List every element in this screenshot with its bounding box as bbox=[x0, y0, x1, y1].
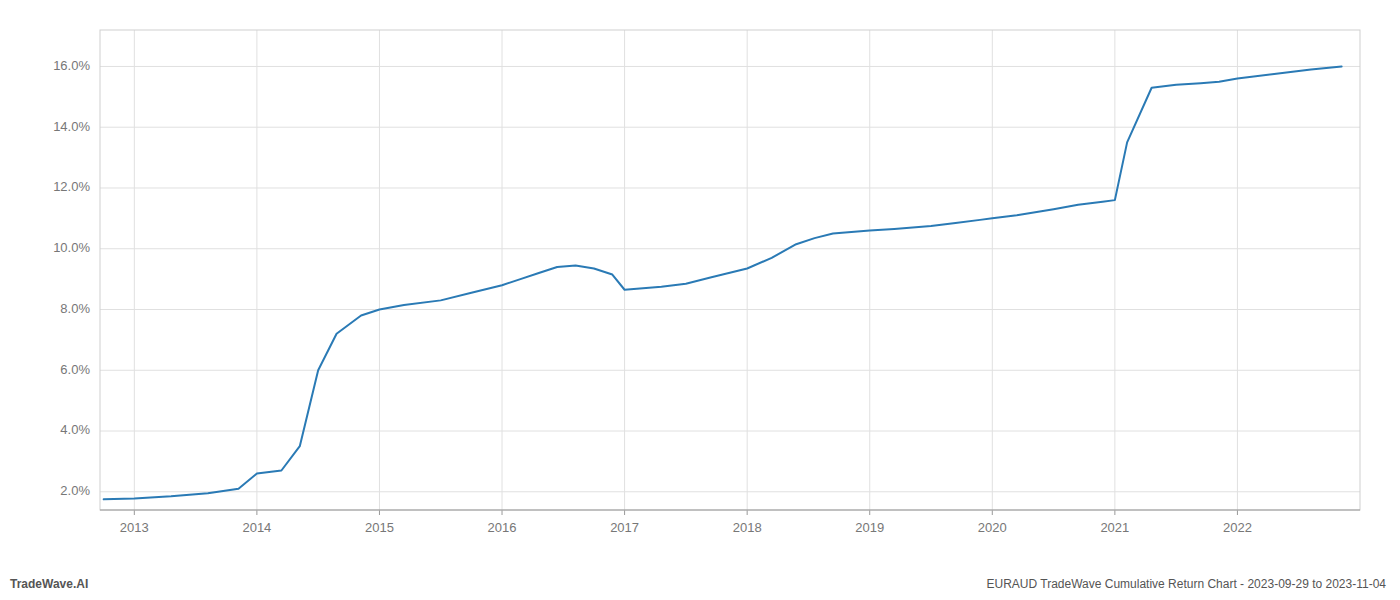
title: EURAUD TradeWave Cumulative Return Chart… bbox=[986, 577, 1386, 591]
x-tick-label: 2016 bbox=[488, 520, 517, 535]
y-tick-label: 10.0% bbox=[53, 240, 90, 255]
x-grid-line bbox=[747, 30, 748, 510]
y-tick-label: 8.0% bbox=[60, 301, 90, 316]
x-tick-mark bbox=[1114, 510, 1115, 515]
x-tick-mark bbox=[134, 510, 135, 515]
x-grid-line bbox=[134, 30, 135, 510]
y-grid-line bbox=[100, 431, 1360, 432]
background bbox=[0, 0, 1400, 600]
y-grid-line bbox=[100, 127, 1360, 128]
y-grid-line bbox=[100, 187, 1360, 188]
plot-frame bbox=[100, 30, 1360, 510]
grid bbox=[100, 30, 1360, 510]
x-tick-mark bbox=[502, 510, 503, 515]
x-tick-label: 2020 bbox=[978, 520, 1007, 535]
line bbox=[104, 66, 1342, 499]
x-tick-mark bbox=[256, 510, 257, 515]
x-tick-mark bbox=[747, 510, 748, 515]
x-axis-line bbox=[100, 510, 1360, 511]
y-tick-label: 6.0% bbox=[60, 362, 90, 377]
x-tick-mark bbox=[379, 510, 380, 515]
y-tick-label: 12.0% bbox=[53, 179, 90, 194]
y-grid-line bbox=[100, 370, 1360, 371]
y-grid-line bbox=[100, 491, 1360, 492]
x-tick-label: 2014 bbox=[242, 520, 271, 535]
axes: 2.0% 4.0% 6.0% 8.0% 10.0% 12.0% 14.0% 16.0% 2013… bbox=[53, 30, 1360, 535]
y-tick-label: 4.0% bbox=[60, 422, 90, 437]
x-grid-line bbox=[624, 30, 625, 510]
y-grid-line bbox=[100, 248, 1360, 249]
x-grid-line bbox=[992, 30, 993, 510]
x-tick-label: 2015 bbox=[365, 520, 394, 535]
plot-area bbox=[104, 66, 1342, 499]
x-tick-label: 2017 bbox=[610, 520, 639, 535]
x-grid-line bbox=[256, 30, 257, 510]
x-tick-mark bbox=[624, 510, 625, 515]
y-tick-label: 16.0% bbox=[53, 58, 90, 73]
y-grid-line bbox=[100, 66, 1360, 67]
footnote: TradeWave.AI bbox=[10, 577, 88, 591]
x-grid-line bbox=[1114, 30, 1115, 510]
x-tick-label: 2022 bbox=[1223, 520, 1252, 535]
x-grid-line bbox=[502, 30, 503, 510]
x-tick-mark bbox=[1237, 510, 1238, 515]
x-tick-mark bbox=[992, 510, 993, 515]
x-tick-mark bbox=[869, 510, 870, 515]
x-tick-label: 2013 bbox=[120, 520, 149, 535]
y-tick-label: 14.0% bbox=[53, 119, 90, 134]
x-tick-label: 2021 bbox=[1100, 520, 1129, 535]
y-grid-line bbox=[100, 309, 1360, 310]
x-grid-line bbox=[379, 30, 380, 510]
x-grid-line bbox=[869, 30, 870, 510]
y-tick-label: 2.0% bbox=[60, 483, 90, 498]
x-tick-label: 2018 bbox=[733, 520, 762, 535]
chart: 2.0% 4.0% 6.0% 8.0% 10.0% 12.0% 14.0% 16.0% 2013… bbox=[0, 0, 1400, 600]
x-grid-line bbox=[1237, 30, 1238, 510]
x-tick-label: 2019 bbox=[855, 520, 884, 535]
